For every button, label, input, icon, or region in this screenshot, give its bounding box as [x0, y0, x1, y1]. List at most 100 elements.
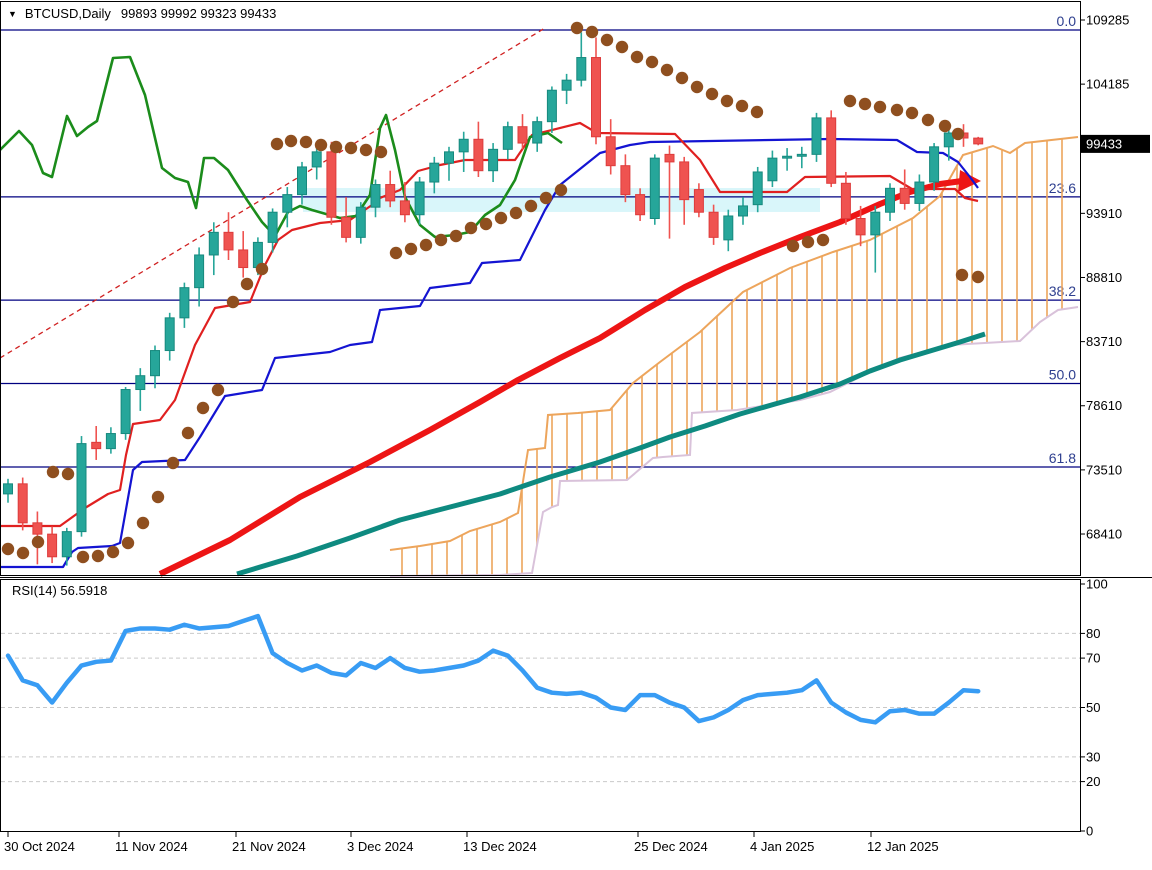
date-tick-label: 4 Jan 2025: [750, 839, 814, 854]
sar-dot: [955, 268, 969, 282]
price-tick-label: 78610: [1086, 398, 1122, 413]
sar-dot: [329, 140, 343, 154]
candle-body: [679, 161, 690, 201]
sar-dot: [690, 80, 704, 94]
candle-body: [885, 187, 895, 213]
sar-dot: [479, 217, 493, 231]
sar-dot: [494, 211, 508, 225]
date-tick-label: 12 Jan 2025: [867, 839, 939, 854]
sar-dot: [615, 40, 629, 54]
candle-body: [267, 211, 278, 243]
candle-body: [708, 211, 719, 238]
sar-dot: [449, 229, 463, 243]
sar-dot: [554, 183, 568, 197]
sar-dot: [801, 235, 815, 249]
price-tick-label: 68410: [1086, 527, 1122, 542]
price-tick-label: 104185: [1086, 77, 1129, 92]
candle-body: [282, 194, 293, 213]
fib-label: 50.0: [1049, 366, 1076, 382]
sar-dot: [675, 71, 689, 85]
rsi-axis: 100 80 70 50 30 20 0: [1080, 578, 1108, 839]
sar-dot: [585, 25, 599, 39]
candle-body: [693, 189, 704, 213]
candle-body: [620, 165, 631, 196]
rsi-indicator-label: RSI(14) 56.5918: [12, 583, 107, 598]
rsi-indicator-canvas[interactable]: 100 80 70 50 30 20 0 30 Oct 2024 11 Nov 2024 21 N…: [0, 578, 1152, 870]
date-axis: 30 Oct 2024 11 Nov 2024 21 Nov 2024 3 Dec 2…: [4, 832, 939, 854]
sar-dot: [1, 542, 15, 556]
sar-dot: [196, 401, 210, 415]
sar-dot: [121, 536, 135, 550]
sar-dot: [151, 490, 165, 504]
candle-body: [223, 231, 234, 251]
candle-body: [899, 187, 910, 204]
candle-body: [194, 254, 205, 289]
rsi-tick-label: 0: [1086, 824, 1093, 839]
candle-body: [826, 117, 837, 184]
sar-dot: [921, 113, 935, 127]
candle-body: [47, 533, 58, 558]
fib-label: 61.8: [1049, 450, 1076, 466]
candle-body: [532, 121, 543, 144]
candle-body: [914, 181, 925, 204]
sar-dot: [61, 467, 75, 481]
fib-label: 0.0: [1057, 13, 1077, 29]
rsi-tick-label: 20: [1086, 774, 1100, 789]
candle-body: [870, 211, 881, 236]
price-tick-label: 109285: [1086, 12, 1129, 27]
sar-dot: [344, 141, 358, 155]
sar-dot: [270, 137, 284, 151]
sar-dot: [314, 138, 328, 152]
collapse-arrow-icon[interactable]: ▼: [8, 9, 17, 19]
ma-red-arrow-icon: [958, 170, 981, 192]
sar-dot: [905, 106, 919, 120]
date-tick-label: 11 Nov 2024: [115, 839, 188, 854]
candle-body: [414, 181, 425, 216]
rsi-line: [5, 613, 981, 725]
sar-dot: [750, 105, 764, 119]
main-chart-canvas[interactable]: 0.023.638.250.061.8109285104185939108881…: [0, 0, 1152, 578]
sar-dot: [374, 145, 388, 159]
sar-dot: [464, 221, 478, 235]
date-tick-label: 25 Dec 2024: [634, 839, 708, 854]
candle-body: [355, 206, 366, 238]
price-tick-label: 88810: [1086, 270, 1122, 285]
candle-body: [796, 153, 807, 157]
sar-dot: [786, 239, 800, 253]
sar-dot: [524, 199, 538, 213]
rsi-tick-label: 70: [1086, 651, 1100, 666]
sar-dot: [166, 456, 180, 470]
sar-dot: [106, 545, 120, 559]
sar-dot: [873, 100, 887, 114]
senkou-span-b-line: [389, 306, 1079, 577]
sar-dot: [890, 103, 904, 117]
sar-dot: [645, 55, 659, 69]
chart-title: ▼ BTCUSD,Daily 99893 99992 99323 99433: [8, 6, 276, 21]
candle-body: [517, 126, 528, 144]
candle-body: [782, 155, 793, 159]
candle-body: [591, 57, 601, 138]
sar-dot: [181, 426, 195, 440]
candle-body: [444, 151, 454, 164]
candle-body: [664, 153, 675, 163]
sar-dot: [226, 295, 240, 309]
candlesticks: [3, 32, 984, 566]
sar-dot: [843, 94, 857, 108]
price-tick-label: 93910: [1086, 206, 1122, 221]
candle-body: [61, 531, 72, 558]
candle-body: [399, 200, 410, 216]
candle-body: [767, 157, 778, 182]
candle-body: [811, 117, 822, 155]
price-axis: 109285 104185 93910 88810 83710 78610 73510 684…: [1080, 12, 1150, 542]
sar-dot: [389, 246, 403, 260]
candle-body: [546, 89, 557, 123]
current-price-badge: [1081, 134, 1150, 153]
sar-dot: [136, 516, 150, 530]
slow-ma-teal-line: [236, 331, 986, 577]
candle-body: [135, 375, 146, 391]
trendline-dashed: [0, 27, 546, 359]
senkou-span-a-line: [389, 136, 1079, 551]
rsi-plot-border: [0, 579, 1081, 832]
sar-dot: [359, 143, 373, 157]
candle-body: [973, 137, 984, 145]
